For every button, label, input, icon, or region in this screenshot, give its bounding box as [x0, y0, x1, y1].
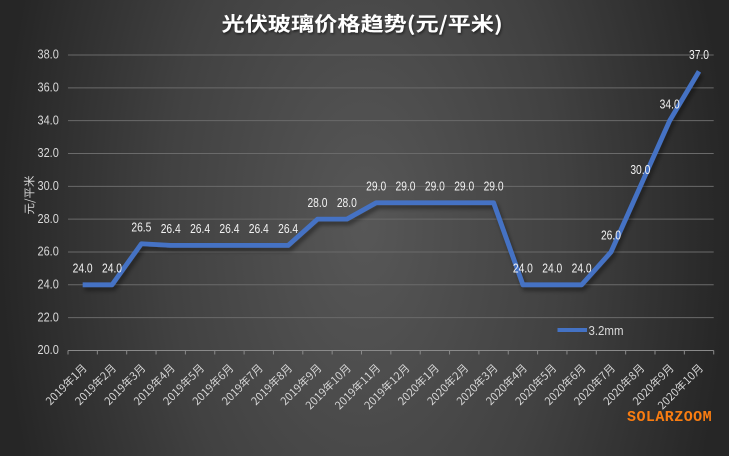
svg-text:30.0: 30.0	[38, 179, 59, 193]
svg-text:34.0: 34.0	[660, 96, 680, 111]
svg-text:28.0: 28.0	[307, 195, 327, 210]
svg-text:3.2mm: 3.2mm	[589, 324, 624, 338]
svg-text:26.0: 26.0	[38, 245, 59, 259]
svg-text:37.0: 37.0	[689, 47, 709, 62]
svg-text:22.0: 22.0	[38, 310, 59, 324]
svg-text:20.0: 20.0	[38, 343, 59, 357]
svg-text:26.4: 26.4	[278, 221, 298, 236]
svg-text:24.0: 24.0	[73, 261, 93, 276]
svg-text:29.0: 29.0	[425, 178, 445, 193]
svg-text:30.0: 30.0	[630, 162, 650, 177]
svg-text:26.4: 26.4	[161, 221, 181, 236]
svg-text:SOLARZOOM: SOLARZOOM	[627, 409, 712, 426]
svg-text:29.0: 29.0	[396, 178, 416, 193]
svg-text:28.0: 28.0	[337, 195, 357, 210]
svg-text:34.0: 34.0	[38, 113, 59, 127]
svg-text:26.4: 26.4	[190, 221, 210, 236]
svg-text:26.4: 26.4	[219, 221, 239, 236]
svg-text:28.0: 28.0	[38, 212, 59, 226]
svg-text:32.0: 32.0	[38, 146, 59, 160]
svg-text:26.4: 26.4	[249, 221, 269, 236]
svg-text:26.5: 26.5	[131, 219, 151, 234]
svg-text:24.0: 24.0	[572, 261, 592, 276]
svg-text:26.0: 26.0	[601, 228, 621, 243]
svg-text:29.0: 29.0	[454, 178, 474, 193]
svg-text:38.0: 38.0	[38, 48, 59, 62]
svg-text:36.0: 36.0	[38, 81, 59, 95]
svg-text:24.0: 24.0	[513, 261, 533, 276]
svg-text:24.0: 24.0	[102, 261, 122, 276]
svg-text:29.0: 29.0	[484, 178, 504, 193]
svg-text:29.0: 29.0	[366, 178, 386, 193]
svg-text:24.0: 24.0	[38, 278, 59, 292]
svg-text:24.0: 24.0	[542, 261, 562, 276]
